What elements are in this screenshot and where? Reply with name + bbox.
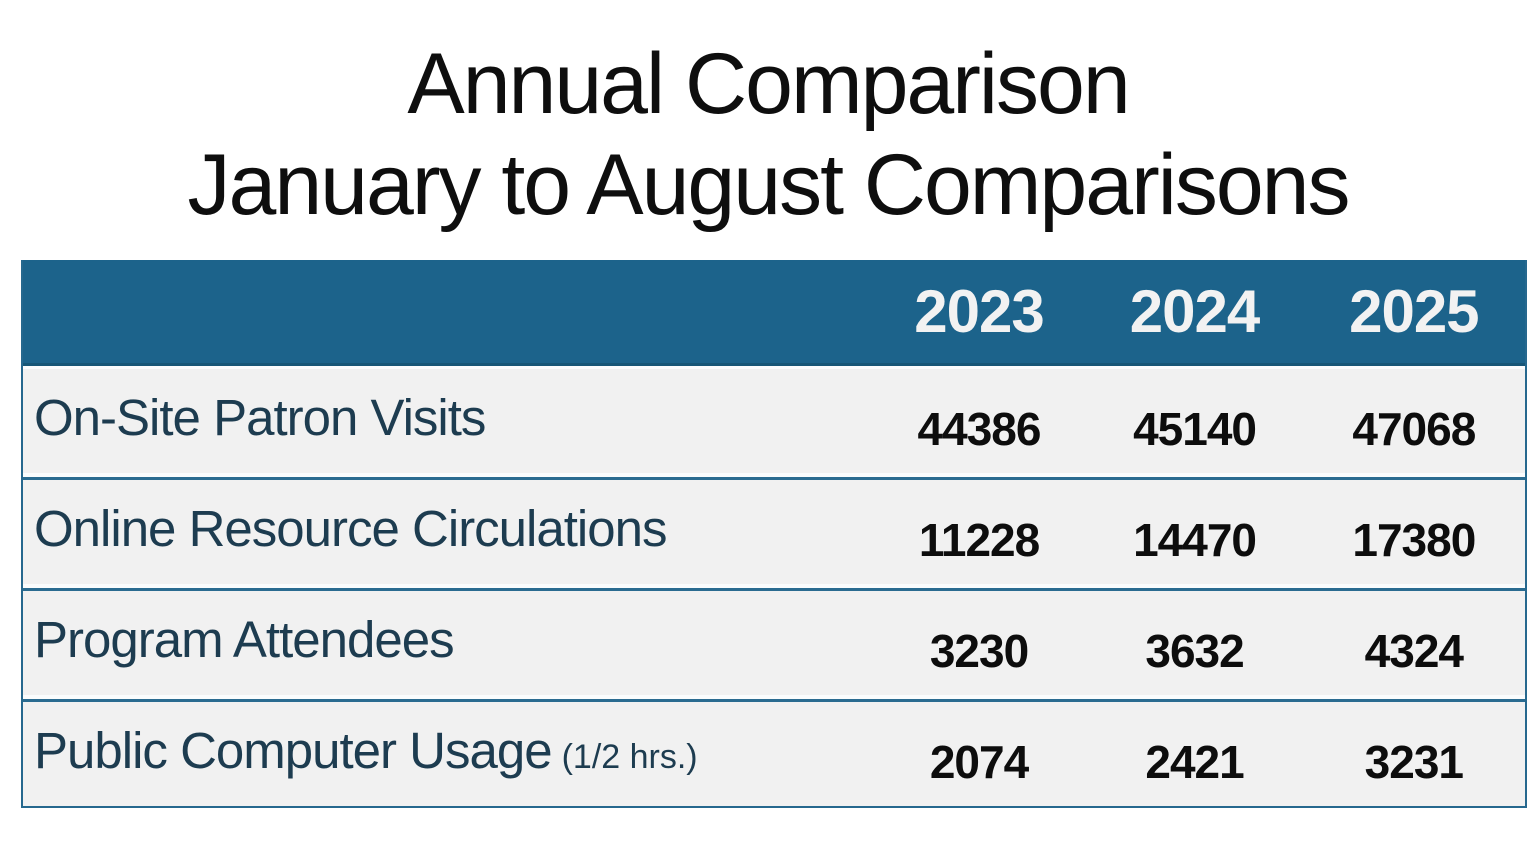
cell-value-2025: 47068 (1352, 403, 1476, 455)
title-line-1: Annual Comparison (407, 36, 1130, 132)
row-separator (23, 695, 1525, 702)
cell-value-2025: 3231 (1364, 736, 1464, 788)
row-label-text: On-Site Patron Visits (34, 388, 486, 446)
year-column-header-2024: 2024 (1129, 278, 1260, 345)
page-title: Annual Comparison January to August Comp… (0, 34, 1536, 237)
table-row-on-site-patron-visits: On-Site Patron Visits 44386 45140 47068 (23, 369, 1525, 473)
row-separator (23, 473, 1525, 480)
table-row-online-resource-circulations: Online Resource Circulations 11228 14470… (23, 480, 1525, 584)
cell-value-2024: 3632 (1145, 625, 1244, 677)
row-label-text: Public Computer Usage (34, 721, 553, 779)
cell-value-2024: 14470 (1133, 514, 1257, 566)
row-separator (23, 584, 1525, 591)
row-label-text: Program Attendees (34, 610, 455, 668)
row-label: Public Computer Usage (1/2 hrs.) (23, 721, 872, 788)
cell-value-2023: 2074 (929, 736, 1029, 788)
cell-value-2023: 3230 (929, 625, 1029, 677)
cell-value-2024: 45140 (1133, 403, 1257, 455)
table-row-public-computer-usage: Public Computer Usage (1/2 hrs.) 2074 242… (23, 702, 1525, 806)
cell-value-2023: 11228 (918, 514, 1040, 566)
year-column-header-2025: 2025 (1349, 278, 1479, 345)
row-label-suffix: (1/2 hrs.) (561, 737, 698, 776)
comparison-table: 2023 2024 2025 On-Site Patron Visits 443… (21, 260, 1527, 808)
row-label-text: Online Resource Circulations (34, 499, 667, 557)
header-row-gap (23, 366, 1525, 369)
title-line-2: January to August Comparisons (187, 137, 1351, 234)
table-header-row: 2023 2024 2025 (23, 260, 1525, 366)
cell-value-2023: 44386 (917, 403, 1042, 455)
cell-value-2025: 4324 (1364, 625, 1464, 677)
row-label: Program Attendees (23, 610, 872, 677)
row-label: On-Site Patron Visits (23, 388, 872, 455)
row-label: Online Resource Circulations (23, 499, 872, 566)
table-row-program-attendees: Program Attendees 3230 3632 4324 (23, 591, 1525, 695)
year-column-header-2023: 2023 (914, 278, 1044, 345)
cell-value-2024: 2421 (1145, 736, 1244, 788)
cell-value-2025: 17380 (1352, 514, 1476, 566)
